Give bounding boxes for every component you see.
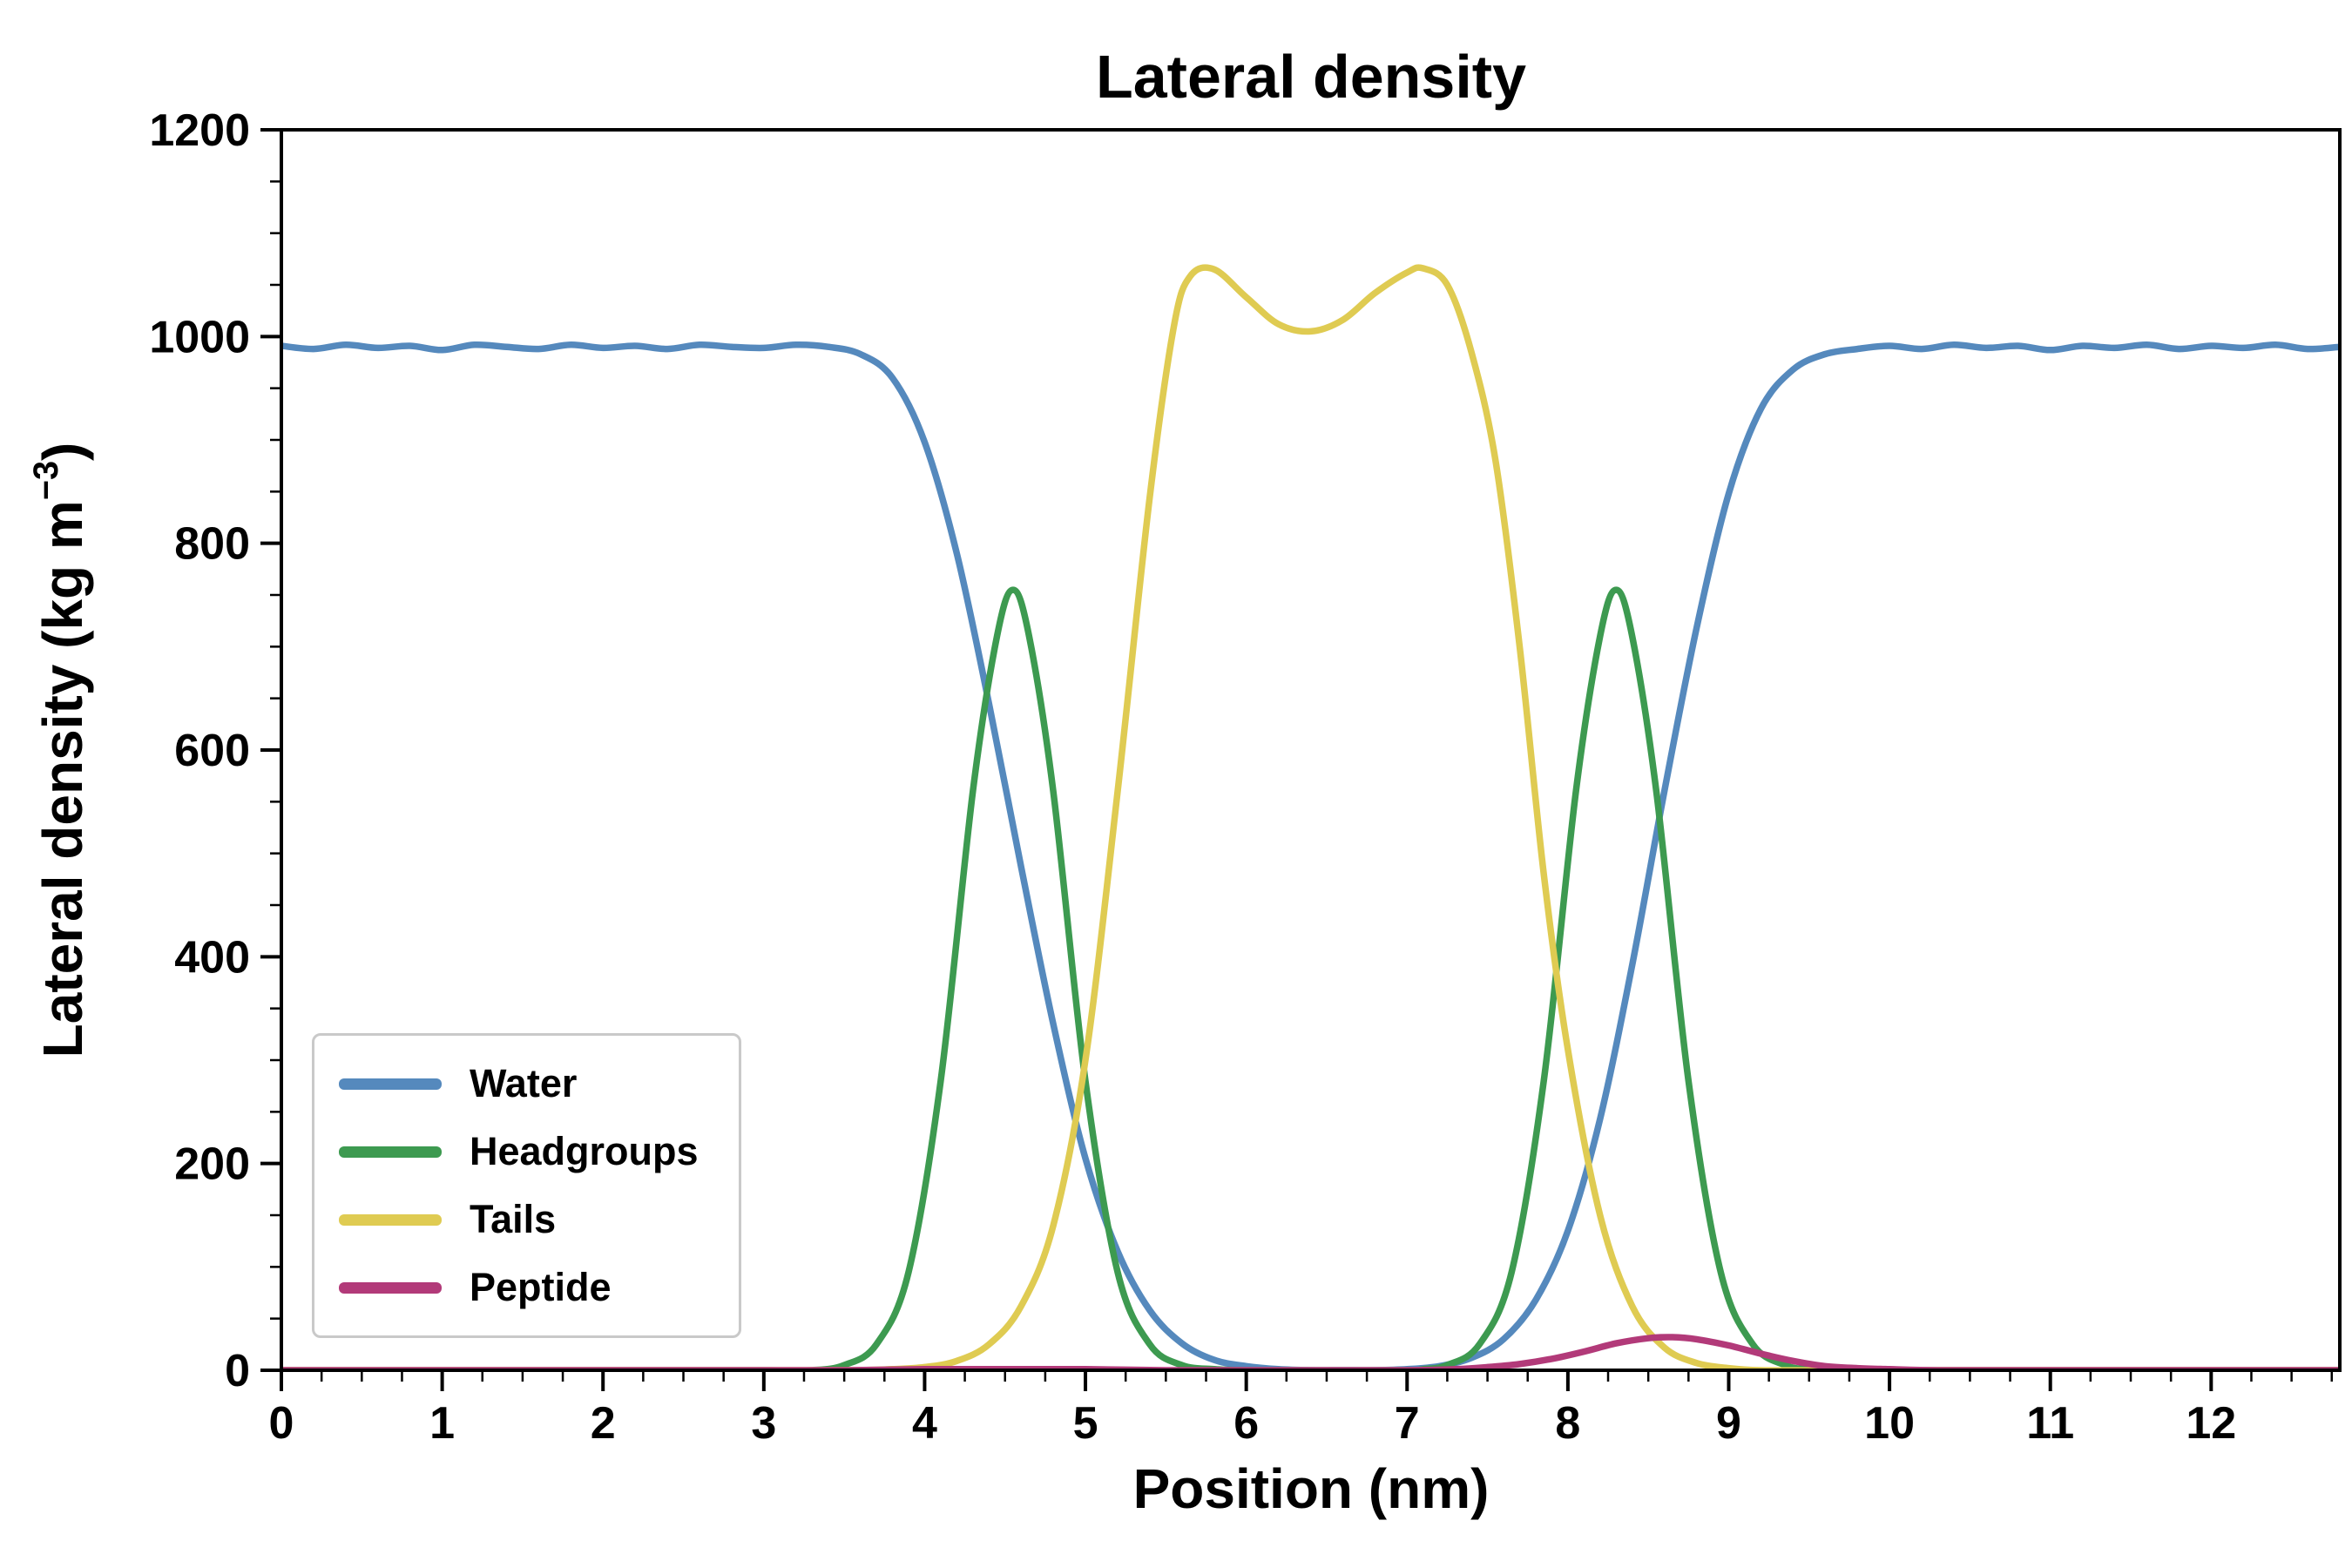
legend-label: Tails — [470, 1197, 557, 1241]
x-tick-label: 1 — [429, 1398, 455, 1449]
x-tick-label: 8 — [1555, 1398, 1580, 1449]
legend-label: Headgroups — [470, 1129, 699, 1173]
y-tick-label: 600 — [174, 726, 250, 776]
legend-swatch-tails — [339, 1213, 442, 1226]
legend-swatch-headgroups — [339, 1146, 442, 1158]
x-tick-label: 6 — [1233, 1398, 1259, 1449]
legend-label: Peptide — [470, 1265, 612, 1309]
x-tick-label: 9 — [1716, 1398, 1741, 1449]
x-tick-label: 10 — [1864, 1398, 1915, 1449]
legend-item-tails: Tails — [339, 1186, 699, 1254]
legend-item-water: Water — [339, 1050, 699, 1118]
legend: Water Headgroups Tails Peptide — [312, 1033, 741, 1338]
x-tick-label: 3 — [751, 1398, 776, 1449]
axis-ticks — [260, 128, 2334, 1391]
x-axis-label: Position (nm) — [1132, 1457, 1490, 1520]
y-axis-label-close: ) — [31, 442, 94, 461]
x-tick-label: 5 — [1073, 1398, 1098, 1449]
x-tick-label: 0 — [269, 1398, 294, 1449]
y-tick-label: 1200 — [149, 105, 250, 156]
y-tick-label: 0 — [225, 1346, 250, 1396]
chart-title: Lateral density — [1095, 43, 1527, 111]
y-tick-label: 200 — [174, 1139, 250, 1190]
y-axis-label: Lateral density (kg m−3) — [26, 442, 95, 1058]
legend-item-headgroups: Headgroups — [339, 1118, 699, 1186]
x-tick-label: 7 — [1395, 1398, 1420, 1449]
legend-label: Water — [470, 1061, 578, 1105]
y-tick-label: 800 — [174, 519, 250, 570]
plot-frame — [280, 128, 2342, 1372]
x-tick-label: 2 — [591, 1398, 616, 1449]
series-peptide-line — [281, 1334, 2340, 1370]
x-tick-label: 12 — [2186, 1398, 2236, 1449]
x-tick-label: 11 — [2026, 1398, 2074, 1449]
y-tick-label: 1000 — [149, 312, 250, 362]
series-water-line — [281, 341, 2340, 1370]
legend-swatch-peptide — [339, 1281, 442, 1294]
y-axis-label-exponent: −3 — [26, 460, 65, 501]
y-axis-label-text: Lateral density (kg m — [31, 500, 94, 1058]
legend-swatch-water — [339, 1078, 442, 1090]
y-tick-label: 400 — [174, 932, 250, 983]
legend-item-peptide: Peptide — [339, 1254, 699, 1321]
x-tick-label: 4 — [912, 1398, 937, 1449]
